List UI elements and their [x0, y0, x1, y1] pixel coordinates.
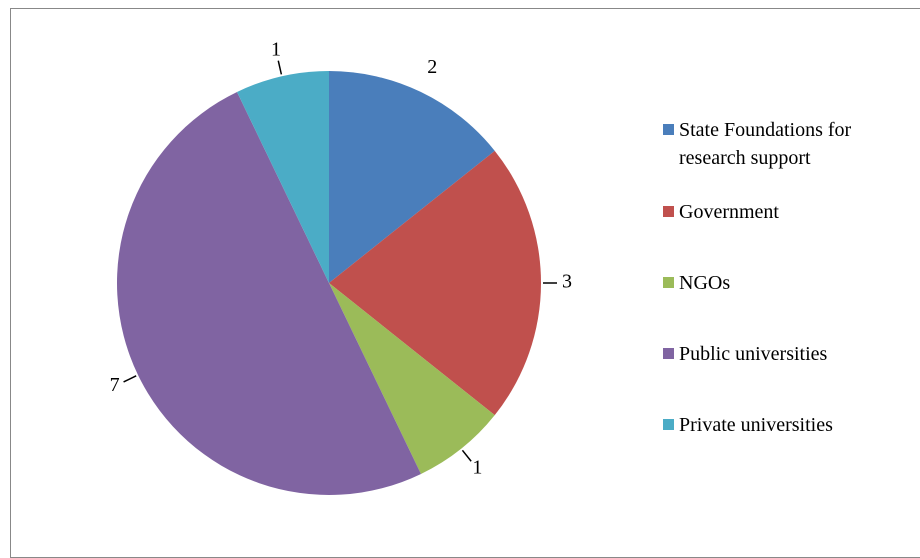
legend-item: Government [663, 198, 908, 269]
legend-item: Private universities [663, 411, 908, 482]
legend-swatch [663, 348, 674, 359]
legend-swatch [663, 206, 674, 217]
pie-slice [237, 71, 329, 283]
leader-line [277, 60, 283, 75]
legend-swatch [663, 277, 674, 288]
legend-swatch [663, 124, 674, 135]
legend-label: Government [679, 201, 779, 223]
legend-label: NGOs [679, 272, 731, 294]
pie-slice [329, 71, 495, 283]
legend-label: State Foundations for research support [679, 119, 852, 169]
data-label: 7 [110, 374, 120, 396]
legend-label: Public universities [679, 343, 828, 365]
legend-item: Public universities [663, 340, 908, 411]
data-label: 3 [562, 271, 572, 293]
pie-slice [329, 150, 541, 416]
data-label: 1 [472, 457, 482, 479]
pie-slice [329, 283, 495, 475]
legend-item: State Foundations for research support [663, 116, 908, 198]
legend: State Foundations for research support Go… [663, 116, 908, 482]
legend-label: Private universities [679, 414, 833, 436]
data-label: 2 [427, 56, 437, 78]
leader-line [461, 449, 472, 462]
legend-swatch [663, 419, 674, 430]
data-label: 1 [271, 39, 281, 61]
leader-line [123, 375, 137, 383]
pie-slice [117, 91, 421, 495]
legend-item: NGOs [663, 269, 908, 340]
